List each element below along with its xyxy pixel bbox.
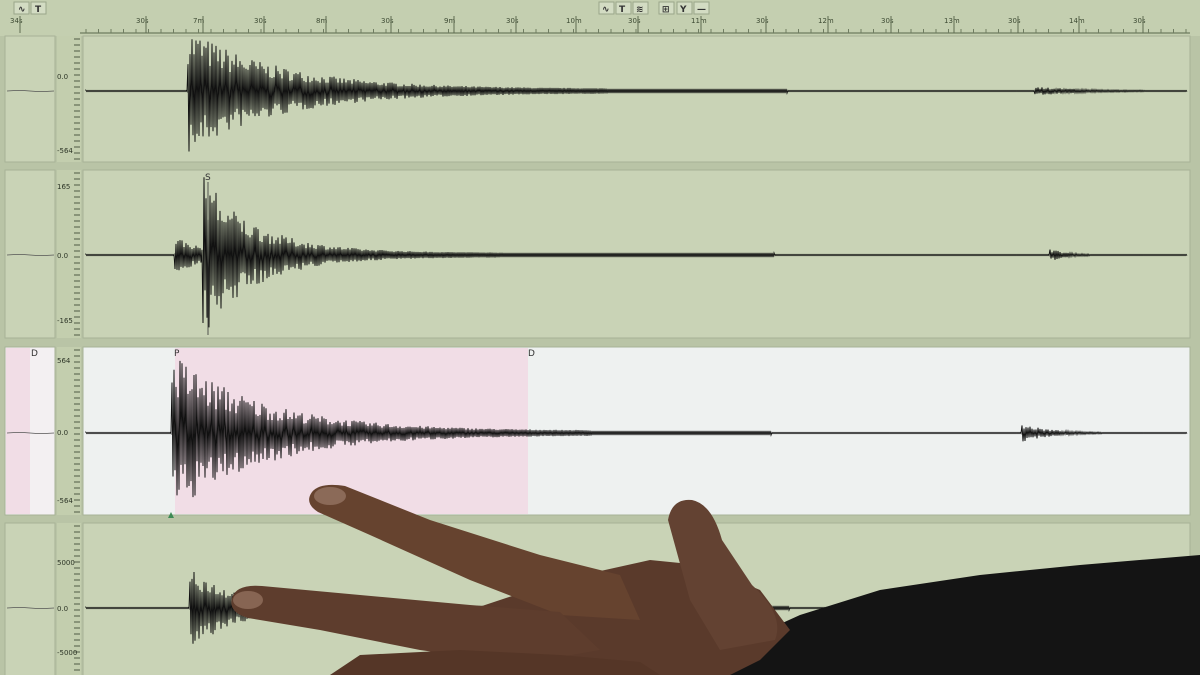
- s-phase-marker: S: [205, 173, 211, 183]
- channel-1[interactable]: 0.0 -564: [4, 35, 1191, 163]
- tick-label: 10m: [566, 17, 582, 25]
- tick-label: 14m: [1069, 17, 1085, 25]
- seismic-trace: [85, 360, 1188, 498]
- button-frame: [615, 1, 632, 15]
- grid-icon-button[interactable]: ⊞: [658, 1, 675, 15]
- tick-label: 8m: [316, 17, 327, 25]
- tick-label: 13m: [944, 17, 960, 25]
- tick-label: 30s: [136, 17, 149, 25]
- index-fingernail: [314, 487, 346, 505]
- mini-trace: [6, 254, 55, 256]
- pick-triangle-icon: [168, 512, 174, 518]
- toolbar: ∿ T ∿ T ≋ ⊞ Y —: [0, 0, 1200, 36]
- tick-label: 30s: [506, 17, 519, 25]
- minus-icon-button[interactable]: —: [693, 1, 710, 15]
- amplitude-label: 564: [57, 357, 71, 365]
- mini-trace: [6, 90, 55, 92]
- seismic-trace: [85, 177, 1188, 328]
- tick-label: 34s: [10, 17, 23, 25]
- tick-label: 30s: [756, 17, 769, 25]
- text-tool-icon: T: [619, 5, 626, 15]
- middle-fingernail: [233, 591, 263, 609]
- index-finger: [309, 484, 640, 620]
- sleeve: [720, 555, 1200, 675]
- tick-label: 7m: [193, 17, 204, 25]
- waveform-icon-button[interactable]: ∿: [13, 1, 30, 15]
- mini-overview-panel: [4, 35, 56, 163]
- grid-icon: ⊞: [662, 5, 670, 15]
- amplitude-axis: [57, 347, 81, 515]
- middle-finger: [231, 585, 601, 664]
- y-scale-icon-button[interactable]: Y: [676, 1, 693, 15]
- button-frame: [632, 1, 649, 15]
- lower-fingers: [330, 650, 660, 675]
- tick-label: 11m: [691, 17, 707, 25]
- button-frame: [598, 1, 615, 15]
- channel-2[interactable]: 165 0.0 -165 S: [4, 169, 1191, 339]
- thumb: [668, 499, 778, 650]
- tick-label: 30s: [254, 17, 267, 25]
- tick-label: 12m: [818, 17, 834, 25]
- amplitude-label: 0.0: [57, 429, 68, 437]
- d-phase-marker: D: [528, 349, 535, 359]
- tick-label: 30s: [881, 17, 894, 25]
- amplitude-axis: [57, 523, 81, 675]
- filter-icon: ≋: [636, 5, 644, 15]
- channel-3[interactable]: D 564 0.0 -564 P D: [4, 346, 1191, 518]
- amplitude-axis: [57, 170, 81, 338]
- button-frame: [30, 1, 47, 15]
- button-frame: [658, 1, 675, 15]
- minus-icon: —: [697, 5, 706, 15]
- mini-phase-label: D: [31, 349, 38, 359]
- tick-label: 30s: [1008, 17, 1021, 25]
- tick-label: 30s: [1133, 17, 1146, 25]
- waveform-icon-button[interactable]: ∿: [598, 1, 615, 15]
- amplitude-label: 0.0: [57, 73, 68, 81]
- mini-trace: [6, 607, 55, 609]
- text-tool-icon-button[interactable]: T: [615, 1, 632, 15]
- y-scale-icon: Y: [679, 5, 687, 15]
- time-axis: 34s 30s 7m 30s 8m 30s 9m 30s 10m 30s 11m 30s 12m 30s 1…: [10, 16, 1190, 34]
- amplitude-label: 0.0: [57, 252, 68, 260]
- amplitude-label: 0.0: [57, 605, 68, 613]
- mini-pick-window: [6, 348, 30, 514]
- mini-trace: [6, 432, 55, 434]
- tick-label: 30s: [628, 17, 641, 25]
- text-tool-icon-button[interactable]: T: [30, 1, 47, 15]
- amplitude-label: -165: [57, 317, 73, 325]
- seismic-trace: [85, 39, 1188, 152]
- waveform-icon: ∿: [18, 5, 26, 15]
- amplitude-label: -564: [57, 497, 73, 505]
- tick-label: 9m: [444, 17, 455, 25]
- tick-label: 30s: [381, 17, 394, 25]
- amplitude-label: 165: [57, 183, 70, 191]
- mini-overview-panel: [4, 522, 56, 675]
- button-frame: [13, 1, 30, 15]
- filter-icon-button[interactable]: ≋: [632, 1, 649, 15]
- p-phase-marker: P: [174, 349, 180, 359]
- text-tool-icon: T: [35, 5, 42, 15]
- hand-photo-overlay: [231, 484, 1200, 675]
- amplitude-label: -564: [57, 147, 73, 155]
- mini-overview-panel: [4, 169, 56, 339]
- amplitude-label: -5000: [57, 649, 77, 657]
- button-frame: [676, 1, 693, 15]
- amplitude-label: 5000: [57, 559, 75, 567]
- button-frame: [693, 1, 710, 15]
- waveform-icon: ∿: [602, 5, 610, 15]
